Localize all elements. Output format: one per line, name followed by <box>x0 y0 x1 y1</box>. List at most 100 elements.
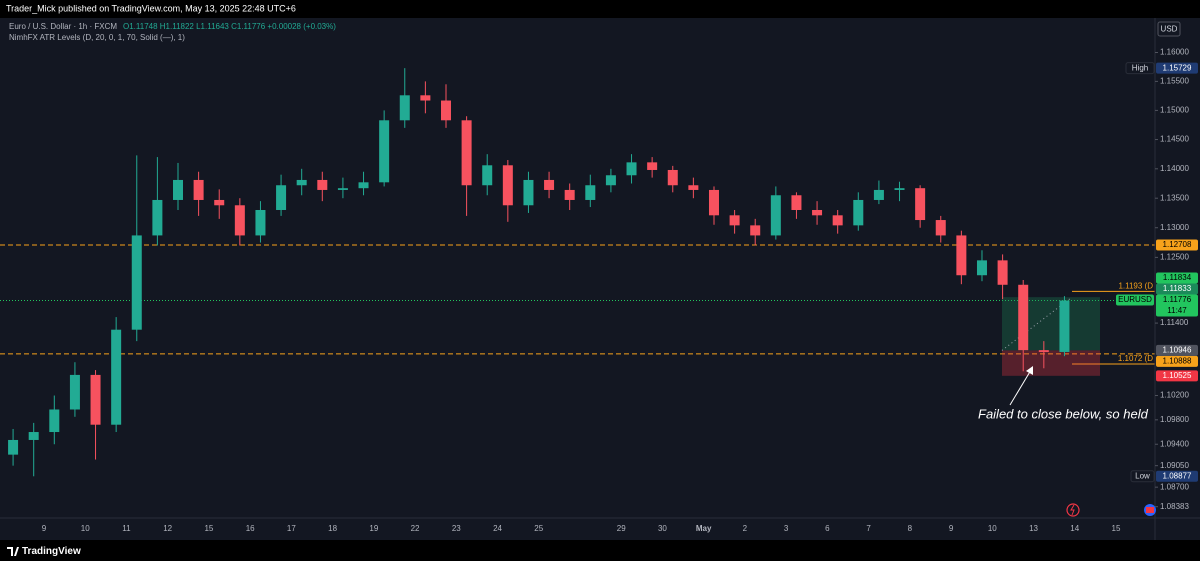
candle-body <box>90 374 101 425</box>
price-badge-tag <box>1130 470 1155 483</box>
candle-body <box>585 185 596 200</box>
y-tick-label: 1.14000 <box>1160 164 1189 173</box>
level-label: 1.1072 (D <box>1118 354 1153 363</box>
axes: 1.16000 1.15500 1.15000 1.14500 1.14000 1.135… <box>42 48 1190 533</box>
candle-body <box>667 169 678 186</box>
candle-body <box>812 209 823 216</box>
x-tick-label: 22 <box>411 524 420 533</box>
candle-body <box>1018 284 1029 351</box>
x-tick-label: 10 <box>81 524 90 533</box>
position-loss <box>1002 350 1100 376</box>
candle-body <box>564 189 575 200</box>
candle-body <box>420 95 431 101</box>
currency-box[interactable] <box>1157 21 1181 37</box>
y-tick-label: 1.16000 <box>1160 48 1189 57</box>
y-tick-label: 1.14500 <box>1160 135 1189 144</box>
candle-body <box>853 199 864 226</box>
x-tick-label: 2 <box>743 524 748 533</box>
brand: TradingView <box>22 546 81 557</box>
price-badge <box>1156 344 1198 356</box>
y-tick-label: 1.09400 <box>1160 439 1189 448</box>
legend-symbol: Euro / U.S. Dollar · 1h · FXCM <box>9 22 117 31</box>
candle-body <box>461 120 472 186</box>
candle-body <box>729 215 740 226</box>
x-tick-label: 19 <box>369 524 378 533</box>
candle-body <box>482 165 493 186</box>
x-tick-label: 12 <box>163 524 172 533</box>
currency: USD <box>1161 25 1178 34</box>
y-tick-label: 1.10200 <box>1160 391 1189 400</box>
x-tick-label: 11 <box>122 524 131 533</box>
y-tick-label: 1.09800 <box>1160 415 1189 424</box>
price-badge-name: Low <box>1135 471 1150 480</box>
alert-icon[interactable] <box>1066 503 1080 517</box>
publisher: Trader_Mick published on TradingView.com… <box>6 3 296 13</box>
annotation: Failed to close below, so held <box>978 406 1149 421</box>
x-tick-label: 3 <box>784 524 789 533</box>
price-badge <box>1156 62 1198 74</box>
price-badge-tag <box>1125 62 1155 75</box>
x-tick-label: 24 <box>493 524 502 533</box>
footer-logo[interactable]: TradingView <box>7 546 81 557</box>
candle-body <box>770 195 781 236</box>
price-badge-value: 1.10525 <box>1163 371 1192 380</box>
x-tick-label: 25 <box>534 524 543 533</box>
x-tick-label: 17 <box>287 524 296 533</box>
candle-body <box>647 162 658 170</box>
annotation-arrow <box>1009 366 1033 406</box>
legend-ohlc: O1.11748 H1.11822 L1.11643 C1.11776 +0.0… <box>123 22 336 31</box>
candle-body <box>915 188 926 221</box>
candle-body <box>935 220 946 236</box>
chart-pane <box>0 18 1200 540</box>
candle-body <box>152 199 163 236</box>
candles <box>8 68 1070 477</box>
y-tick-label: 1.15500 <box>1160 76 1189 85</box>
price-badge-tag <box>1116 294 1154 306</box>
candle-body <box>172 179 183 200</box>
candle-body <box>626 162 637 176</box>
candle-body <box>997 260 1008 285</box>
candle-body <box>544 179 555 190</box>
arrow-line <box>1009 369 1032 406</box>
price-badge-name: High <box>1132 63 1148 72</box>
x-tick-label: 23 <box>452 524 461 533</box>
candle-body <box>708 189 719 216</box>
price-badge-name: EURUSD <box>1118 295 1152 304</box>
price-badge-value: 1.11833 <box>1163 284 1192 293</box>
y-tick-label: 1.13000 <box>1160 223 1189 232</box>
price-badge-value: 1.15729 <box>1163 63 1192 72</box>
x-tick-label: 8 <box>908 524 913 533</box>
y-tick-label: 1.12500 <box>1160 252 1189 261</box>
price-badge <box>1156 470 1198 482</box>
candle-body <box>69 374 80 410</box>
price-badge <box>1156 239 1198 251</box>
x-tick-label: 9 <box>42 524 47 533</box>
candle-body <box>193 179 204 200</box>
x-tick-label: 6 <box>825 524 830 533</box>
level-label: 1.1193 (D <box>1118 281 1153 290</box>
price-badge-value: 1.11834 <box>1163 273 1192 282</box>
position-profit <box>1002 297 1100 351</box>
arrow-head <box>1026 366 1033 375</box>
x-tick-label: 15 <box>204 524 213 533</box>
candle-body <box>337 188 348 190</box>
x-tick-label: 13 <box>1029 524 1038 533</box>
candle-body <box>605 175 616 186</box>
price-badge-value: 1.08877 <box>1163 471 1192 480</box>
y-tick-label: 1.08383 <box>1160 502 1189 511</box>
price-badge-value: 1.11776 <box>1163 295 1192 304</box>
alert-bolt <box>1070 504 1075 516</box>
legend-indicator: NimhFX ATR Levels (D, 20, 0, 1, 70, Soli… <box>9 33 185 42</box>
x-tick-label: 15 <box>1112 524 1121 533</box>
flag-icon[interactable] <box>1144 504 1156 516</box>
candle-body <box>276 185 287 210</box>
price-badge-value: 1.10946 <box>1163 346 1192 355</box>
candle-body <box>255 209 266 236</box>
x-tick-label: 14 <box>1070 524 1079 533</box>
flag-stripes <box>1146 507 1154 513</box>
candle-body <box>131 235 142 330</box>
price-badge <box>1156 283 1198 295</box>
candle-body <box>976 260 987 276</box>
